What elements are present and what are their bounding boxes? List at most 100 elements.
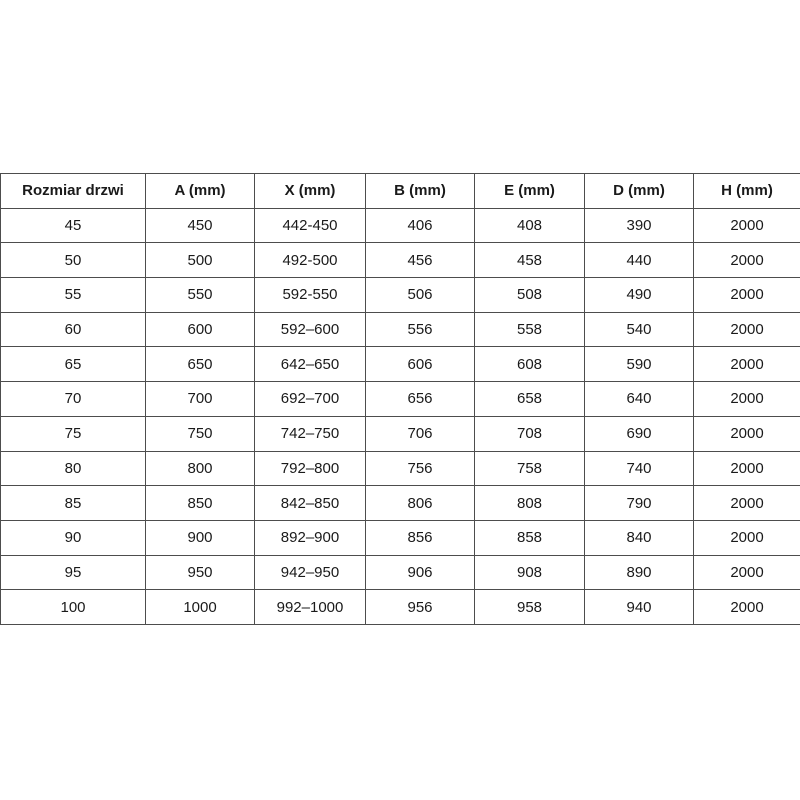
table-cell: 558 <box>474 311 585 348</box>
table-cell: 700 <box>145 381 255 417</box>
table-row: 85 850 842–850 806 808 790 2000 <box>0 485 800 521</box>
table-cell: 458 <box>474 242 585 279</box>
table-row: 80 800 792–800 756 758 740 2000 <box>0 450 800 487</box>
table-cell: 50 <box>0 242 146 279</box>
table-cell: 750 <box>145 415 255 452</box>
table-cell: 758 <box>474 450 585 487</box>
table-cell: 2000 <box>693 554 800 591</box>
table-cell: 2000 <box>693 346 800 383</box>
table-cell: 590 <box>584 346 694 383</box>
table-cell: 55 <box>0 277 146 313</box>
table-cell: 656 <box>365 381 475 417</box>
table-cell: 2000 <box>693 277 800 313</box>
table-cell: 442-450 <box>254 207 366 244</box>
table-cell: 906 <box>365 554 475 591</box>
table-cell: 492-500 <box>254 242 366 279</box>
table-row: 60 600 592–600 556 558 540 2000 <box>0 311 800 348</box>
table-cell: 2000 <box>693 519 800 556</box>
table-cell: 490 <box>584 277 694 313</box>
column-header: H (mm) <box>693 173 800 209</box>
table-cell: 708 <box>474 415 585 452</box>
table-cell: 592–600 <box>254 311 366 348</box>
table-cell: 792–800 <box>254 450 366 487</box>
table-cell: 858 <box>474 519 585 556</box>
table-cell: 992–1000 <box>254 589 366 625</box>
table-row: 95 950 942–950 906 908 890 2000 <box>0 554 800 591</box>
table-cell: 856 <box>365 519 475 556</box>
table-cell: 842–850 <box>254 485 366 521</box>
table-cell: 808 <box>474 485 585 521</box>
table-cell: 85 <box>0 485 146 521</box>
table-cell: 850 <box>145 485 255 521</box>
table-cell: 742–750 <box>254 415 366 452</box>
table-cell: 2000 <box>693 589 800 625</box>
table-row: 90 900 892–900 856 858 840 2000 <box>0 519 800 556</box>
table-cell: 506 <box>365 277 475 313</box>
table-cell: 2000 <box>693 381 800 417</box>
table-cell: 450 <box>145 207 255 244</box>
table-cell: 75 <box>0 415 146 452</box>
column-header: A (mm) <box>145 173 255 209</box>
table-cell: 642–650 <box>254 346 366 383</box>
table-cell: 2000 <box>693 311 800 348</box>
table-cell: 390 <box>584 207 694 244</box>
column-header: B (mm) <box>365 173 475 209</box>
table-cell: 406 <box>365 207 475 244</box>
table-cell: 100 <box>0 589 146 625</box>
table-cell: 440 <box>584 242 694 279</box>
table-cell: 45 <box>0 207 146 244</box>
table-cell: 540 <box>584 311 694 348</box>
table-cell: 65 <box>0 346 146 383</box>
table-cell: 958 <box>474 589 585 625</box>
table-cell: 2000 <box>693 242 800 279</box>
table-cell: 606 <box>365 346 475 383</box>
table-cell: 70 <box>0 381 146 417</box>
table-cell: 550 <box>145 277 255 313</box>
table-cell: 908 <box>474 554 585 591</box>
table-cell: 690 <box>584 415 694 452</box>
table-cell: 456 <box>365 242 475 279</box>
column-header: X (mm) <box>254 173 366 209</box>
table-cell: 756 <box>365 450 475 487</box>
table-cell: 942–950 <box>254 554 366 591</box>
table-cell: 500 <box>145 242 255 279</box>
table-cell: 692–700 <box>254 381 366 417</box>
table-cell: 592-550 <box>254 277 366 313</box>
table-cell: 1000 <box>145 589 255 625</box>
table-cell: 840 <box>584 519 694 556</box>
table-row: 70 700 692–700 656 658 640 2000 <box>0 381 800 417</box>
column-header: E (mm) <box>474 173 585 209</box>
table-cell: 80 <box>0 450 146 487</box>
door-sizes-table: Rozmiar drzwi A (mm) X (mm) B (mm) E (mm) D (… <box>0 173 800 625</box>
column-header: D (mm) <box>584 173 694 209</box>
table-cell: 408 <box>474 207 585 244</box>
table-cell: 706 <box>365 415 475 452</box>
table-cell: 790 <box>584 485 694 521</box>
column-header: Rozmiar drzwi <box>0 173 146 209</box>
table-cell: 2000 <box>693 450 800 487</box>
table-row: 55 550 592-550 506 508 490 2000 <box>0 277 800 313</box>
table-cell: 508 <box>474 277 585 313</box>
table-cell: 806 <box>365 485 475 521</box>
table-cell: 95 <box>0 554 146 591</box>
table-row: 75 750 742–750 706 708 690 2000 <box>0 415 800 452</box>
table-row: 50 500 492-500 456 458 440 2000 <box>0 242 800 279</box>
table-cell: 900 <box>145 519 255 556</box>
table-cell: 90 <box>0 519 146 556</box>
table-cell: 956 <box>365 589 475 625</box>
table-body: 45 450 442-450 406 408 390 2000 50 500 492-500 456… <box>0 207 800 625</box>
table-cell: 600 <box>145 311 255 348</box>
table-cell: 892–900 <box>254 519 366 556</box>
table-cell: 2000 <box>693 485 800 521</box>
table-cell: 950 <box>145 554 255 591</box>
table-cell: 658 <box>474 381 585 417</box>
table-row: 45 450 442-450 406 408 390 2000 <box>0 207 800 244</box>
table-cell: 650 <box>145 346 255 383</box>
table-row: 100 1000 992–1000 956 958 940 2000 <box>0 589 800 625</box>
header-row: Rozmiar drzwi A (mm) X (mm) B (mm) E (mm) D (… <box>0 173 800 209</box>
table-cell: 2000 <box>693 207 800 244</box>
table-cell: 940 <box>584 589 694 625</box>
table-cell: 640 <box>584 381 694 417</box>
table-cell: 608 <box>474 346 585 383</box>
